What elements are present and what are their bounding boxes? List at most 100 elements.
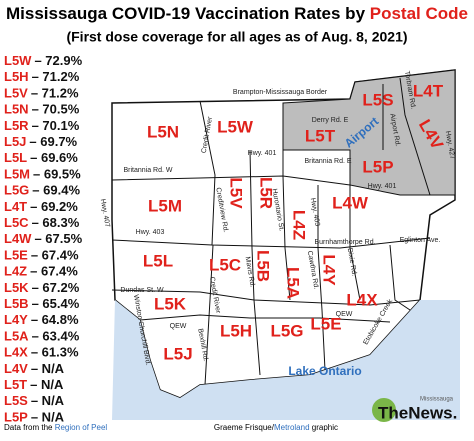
postal-code: L5S — [4, 394, 28, 409]
rate-value: – 64.8% — [31, 313, 79, 328]
map-code: L5P — [362, 157, 393, 176]
postal-code: L5W — [4, 53, 32, 68]
rate-entry: L5W – 72.9% — [4, 53, 83, 68]
rate-value: – 67.4% — [30, 264, 78, 279]
postal-code: L5B — [4, 296, 29, 311]
postal-code: L5K — [4, 280, 29, 295]
rate-entry: L5M – 69.5% — [4, 167, 81, 182]
map-code: L5J — [163, 344, 192, 363]
map-code: L5M — [148, 196, 182, 215]
rate-entry: L4W – 67.5% — [4, 232, 83, 247]
map-code: L5T — [305, 126, 336, 145]
data-source-link: Region of Peel — [55, 423, 108, 432]
rate-value: – N/A — [31, 361, 65, 376]
postal-code: L5L — [4, 151, 27, 166]
map-code: L5E — [310, 314, 341, 333]
postal-code: L5P — [4, 410, 28, 425]
rate-list: L5W – 72.9%L5H – 71.2%L5V – 71.2%L5N – 70.5%… — [4, 53, 83, 424]
postal-code: L5N — [4, 102, 29, 117]
rate-value: – 69.2% — [30, 199, 78, 214]
road-label: Hwy. 407 — [99, 198, 111, 228]
rate-value: – 69.6% — [30, 151, 78, 166]
rate-value: – 67.4% — [31, 248, 79, 263]
title-highlight: Postal Code — [370, 4, 468, 23]
road-label: Derry Rd. E — [312, 117, 349, 124]
rate-entry: L5N – 70.5% — [4, 102, 80, 117]
rate-value: – 71.2% — [32, 70, 80, 85]
rate-value: – 69.4% — [32, 183, 80, 198]
road-label: Hwy. 427 — [444, 130, 456, 160]
postal-code: L5V — [4, 86, 28, 101]
rate-value: – 65.4% — [32, 296, 80, 311]
map-code: L5V — [227, 177, 246, 209]
map-code: L5H — [220, 321, 252, 340]
postal-code: L5G — [4, 183, 29, 198]
map-code: L4Y — [320, 254, 339, 286]
map-code: L5A — [284, 267, 303, 299]
postal-code: L4W — [4, 232, 32, 247]
rate-value: – 67.2% — [32, 280, 80, 295]
postal-code: L4V — [4, 361, 28, 376]
map — [111, 69, 460, 420]
postal-code: L5T — [4, 377, 27, 392]
road-label: QEW — [336, 311, 353, 318]
road-label: Hwy. 403 — [309, 197, 321, 227]
map-code: L5W — [217, 117, 254, 136]
rate-entry: L5A – 63.4% — [4, 329, 80, 344]
logo-top: Mississauga — [420, 397, 454, 403]
rate-value: – N/A — [30, 377, 64, 392]
map-code: L4W — [332, 193, 369, 212]
rate-value: – 61.3% — [31, 345, 79, 360]
map-code: L5S — [362, 90, 393, 109]
road-label: Britannia Rd. E — [304, 158, 351, 165]
rate-entry: L5P – N/A — [4, 410, 65, 425]
rate-value: – 67.5% — [34, 232, 82, 247]
road-label: Britannia Rd. W — [123, 167, 172, 174]
rate-entry: L4T – 69.2% — [4, 199, 78, 214]
rate-entry: L5H – 71.2% — [4, 70, 80, 85]
rate-value: – N/A — [31, 410, 65, 425]
credit-org: Metroland — [274, 423, 310, 432]
map-code: L5L — [143, 251, 173, 270]
rate-value: – 72.9% — [34, 53, 82, 68]
road-label: Hwy. 403 — [136, 229, 165, 236]
rate-entry: L5V – 71.2% — [4, 86, 79, 101]
road-label: QEW — [170, 323, 187, 330]
rate-entry: L5E – 67.4% — [4, 248, 79, 263]
road-label: Eglinton Ave. — [400, 237, 441, 244]
road-label: Brampton-Mississauga Border — [233, 89, 328, 96]
rate-entry: L4Y – 64.8% — [4, 313, 79, 328]
postal-code: L4T — [4, 199, 27, 214]
postal-code: L5R — [4, 118, 29, 133]
map-code: L4Z — [290, 210, 309, 240]
rate-value: – 63.4% — [32, 329, 80, 344]
lake-label: Lake Ontario — [288, 364, 361, 378]
rate-value: – 68.3% — [32, 215, 80, 230]
rate-entry: L5C – 68.3% — [4, 215, 80, 230]
postal-code: L5E — [4, 248, 28, 263]
rate-entry: L4V – N/A — [4, 361, 65, 376]
rate-value: – 71.2% — [31, 86, 79, 101]
rate-entry: L4Z – 67.4% — [4, 264, 78, 279]
road-label: Hwy. 401 — [248, 150, 277, 157]
rate-entry: L5S – N/A — [4, 394, 65, 409]
postal-code: L4Y — [4, 313, 28, 328]
map-code: L5R — [257, 177, 276, 209]
postal-code: L4Z — [4, 264, 27, 279]
credit: Graeme Frisque/Metroland graphic — [214, 423, 338, 432]
road-label: Hwy. 401 — [368, 183, 397, 190]
road-label: Dundas St. W — [120, 287, 164, 294]
subtitle: (First dose coverage for all ages as of … — [66, 29, 407, 45]
rate-entry: L5G – 69.4% — [4, 183, 80, 198]
postal-code: L4X — [4, 345, 28, 360]
rate-entry: L5J – 69.7% — [4, 134, 78, 149]
rate-entry: L5L – 69.6% — [4, 151, 78, 166]
road-label: Dixie Rd. — [346, 247, 358, 276]
map-code: L5N — [147, 122, 179, 141]
title-main: Mississauga COVID-19 Vaccination Rates b… — [6, 4, 370, 23]
map-code: L4T — [413, 81, 444, 100]
data-prefix: Data from the — [4, 423, 55, 432]
rate-value: – 69.7% — [29, 134, 77, 149]
credit-name: Graeme Frisque/ — [214, 423, 275, 432]
